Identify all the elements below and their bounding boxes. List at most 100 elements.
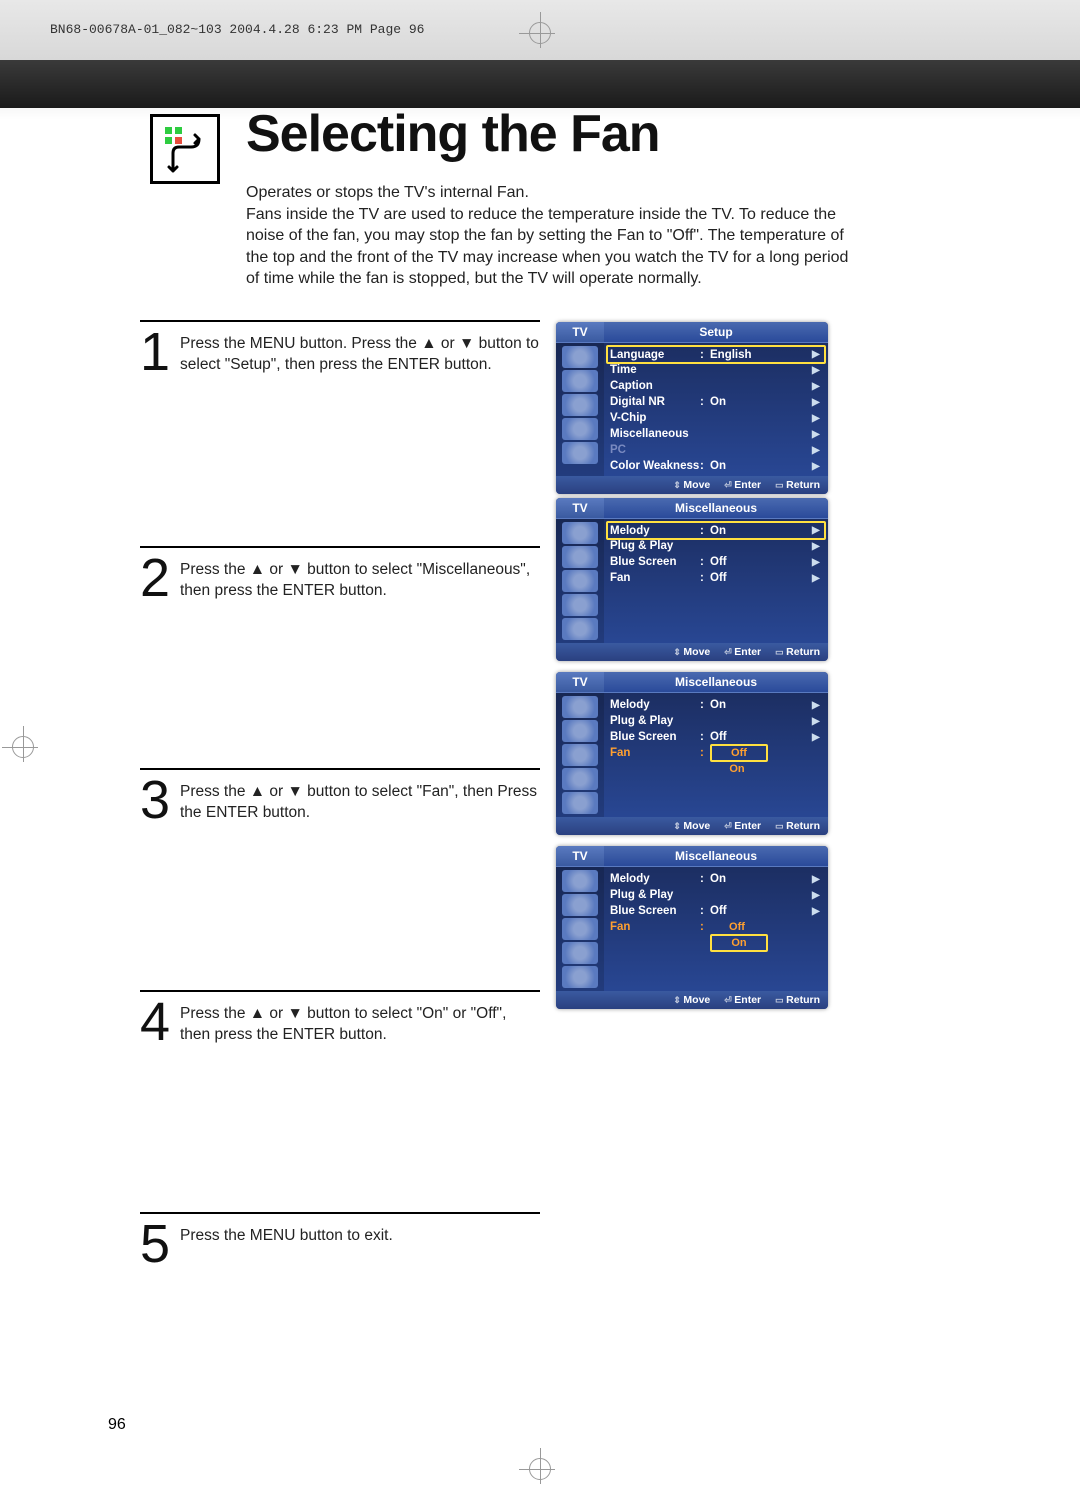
osd-row-value: On — [710, 873, 812, 885]
osd-row-sep: : — [700, 873, 710, 885]
osd-row-label: Caption — [610, 380, 700, 392]
osd-row-label: Melody — [610, 525, 700, 537]
step-1-text: Press the MENU button. Press the ▲ or ▼ … — [180, 328, 540, 506]
side-icon — [562, 768, 598, 790]
print-header: BN68-00678A-01_082~103 2004.4.28 6:23 PM… — [50, 22, 424, 37]
step-2: 2 Press the ▲ or ▼ button to select "Mis… — [140, 546, 540, 768]
osd-option-row: On — [610, 935, 822, 951]
chevron-right-icon: ▶ — [812, 461, 822, 472]
osd-menu-row[interactable]: PC ▶ — [610, 442, 822, 458]
side-icon — [562, 894, 598, 916]
side-icon — [562, 720, 598, 742]
osd-menu-row[interactable]: Miscellaneous ▶ — [610, 426, 822, 442]
osd-row-label: Fan — [610, 747, 700, 759]
osd-row-value: Off — [710, 572, 812, 584]
step-5-text: Press the MENU button to exit. — [180, 1220, 393, 1269]
osd-row-sep: : — [700, 905, 710, 917]
osd-row-sep: : — [700, 921, 710, 933]
crop-mark-top — [525, 18, 555, 48]
osd-row-label: Time — [610, 364, 700, 376]
osd2-tv: TV — [556, 498, 604, 518]
osd-row-label: PC — [610, 444, 700, 456]
side-icon — [562, 594, 598, 616]
chevron-right-icon: ▶ — [812, 381, 822, 392]
crop-mark-bottom — [525, 1454, 555, 1484]
chevron-right-icon: ▶ — [812, 445, 822, 456]
osd-option-selected[interactable]: Off — [710, 744, 768, 762]
chevron-right-icon: ▶ — [812, 700, 822, 711]
osd-menu-row[interactable]: V-Chip▶ — [610, 410, 822, 426]
chevron-right-icon: ▶ — [812, 573, 822, 584]
osd3-title: Miscellaneous — [604, 672, 828, 692]
osd4-title: Miscellaneous — [604, 846, 828, 866]
osd-option[interactable]: Off — [710, 920, 764, 934]
osd-menu-row[interactable]: Fan:Off▶ — [610, 570, 822, 586]
osd-option-selected[interactable]: On — [710, 934, 768, 952]
osd-row-label: Digital NR — [610, 396, 700, 408]
step-3: 3 Press the ▲ or ▼ button to select "Fan… — [140, 768, 540, 990]
osd-foot-enter: Enter — [724, 479, 761, 491]
osd-menu-row[interactable]: Blue Screen:Off▶ — [610, 729, 822, 745]
osd-menu-row[interactable]: Digital NR:On▶ — [610, 394, 822, 410]
osd-menu-row[interactable]: Plug & Play▶ — [610, 538, 822, 554]
side-icon — [562, 918, 598, 940]
osd-row-value: Off — [710, 556, 812, 568]
osd-menu-row[interactable]: Blue Screen:Off▶ — [610, 554, 822, 570]
step-5: 5 Press the MENU button to exit. — [140, 1212, 540, 1309]
step-4-number: 4 — [140, 998, 180, 1172]
osd-menu-row[interactable]: Plug & Play▶ — [610, 713, 822, 729]
osd-row-value: On — [710, 699, 812, 711]
osd-option[interactable]: On — [710, 762, 764, 776]
chevron-right-icon: ▶ — [812, 890, 822, 901]
osd-row-sep: : — [700, 699, 710, 711]
osd-foot-enter: Enter — [724, 820, 761, 832]
chevron-right-icon: ▶ — [812, 365, 822, 376]
side-icon — [562, 870, 598, 892]
osd-menu-row[interactable]: Time ▶ — [610, 362, 822, 378]
osd-menu-row[interactable]: Caption ▶ — [610, 378, 822, 394]
osd-row-label: Miscellaneous — [610, 428, 700, 440]
osd-row-label: Color Weakness — [610, 460, 700, 472]
side-icon — [562, 618, 598, 640]
osd-row-value: English — [710, 349, 812, 361]
osd-menu-row[interactable]: Blue Screen:Off▶ — [610, 903, 822, 919]
page-subtitle: Operates or stops the TV's internal Fan.… — [246, 182, 856, 290]
osd-menu-row[interactable]: Color Weakness:On▶ — [610, 458, 822, 474]
osd-foot-move: Move — [673, 646, 710, 658]
osd-foot-move: Move — [673, 820, 710, 832]
side-icon — [562, 442, 598, 464]
osd-option-row: On — [610, 761, 822, 777]
step-3-number: 3 — [140, 776, 180, 950]
osd-menu-row[interactable]: Melody:On▶ — [610, 871, 822, 887]
step-4: 4 Press the ▲ or ▼ button to select "On"… — [140, 990, 540, 1212]
osd-row-value: On — [710, 460, 812, 472]
step-4-text: Press the ▲ or ▼ button to select "On" o… — [180, 998, 540, 1172]
osd-row-label: Fan — [610, 921, 700, 933]
osd-row-label: Plug & Play — [610, 540, 700, 552]
osd-menu-row-fan[interactable]: Fan:Off — [610, 745, 822, 761]
osd-menu-row[interactable]: Melody:On▶ — [610, 697, 822, 713]
osd-row-label: Fan — [610, 572, 700, 584]
side-icon — [562, 394, 598, 416]
chevron-right-icon: ▶ — [812, 557, 822, 568]
side-icon — [562, 570, 598, 592]
osd-menu-row[interactable]: Plug & Play▶ — [610, 887, 822, 903]
osd-row-sep: : — [700, 747, 710, 759]
osd-panel-misc-1: TV Miscellaneous Melody:On▶Plug & Play▶B… — [556, 498, 828, 661]
osd-row-label: V-Chip — [610, 412, 700, 424]
side-icon — [562, 792, 598, 814]
side-icon — [562, 942, 598, 964]
step-5-number: 5 — [140, 1220, 180, 1269]
osd-foot-move: Move — [673, 994, 710, 1006]
osd-foot-enter: Enter — [724, 994, 761, 1006]
chevron-right-icon: ▶ — [812, 874, 822, 885]
chevron-right-icon: ▶ — [812, 429, 822, 440]
side-icon — [562, 546, 598, 568]
side-icon — [562, 370, 598, 392]
chevron-right-icon: ▶ — [812, 906, 822, 917]
step-1: 1 Press the MENU button. Press the ▲ or … — [140, 320, 540, 546]
osd-menu-row-fan[interactable]: Fan:Off — [610, 919, 822, 935]
osd-row-label: Plug & Play — [610, 715, 700, 727]
osd-row-label: Blue Screen — [610, 905, 700, 917]
osd-row-label: Blue Screen — [610, 731, 700, 743]
